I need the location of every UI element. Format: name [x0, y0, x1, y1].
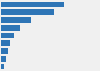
Bar: [1, 40, 10, 46]
Bar: [1, 33, 14, 38]
Bar: [1, 56, 6, 62]
Bar: [1, 17, 31, 23]
Bar: [1, 48, 8, 54]
Bar: [1, 25, 20, 31]
Bar: [1, 64, 4, 69]
Bar: [1, 2, 64, 7]
Bar: [1, 9, 54, 15]
